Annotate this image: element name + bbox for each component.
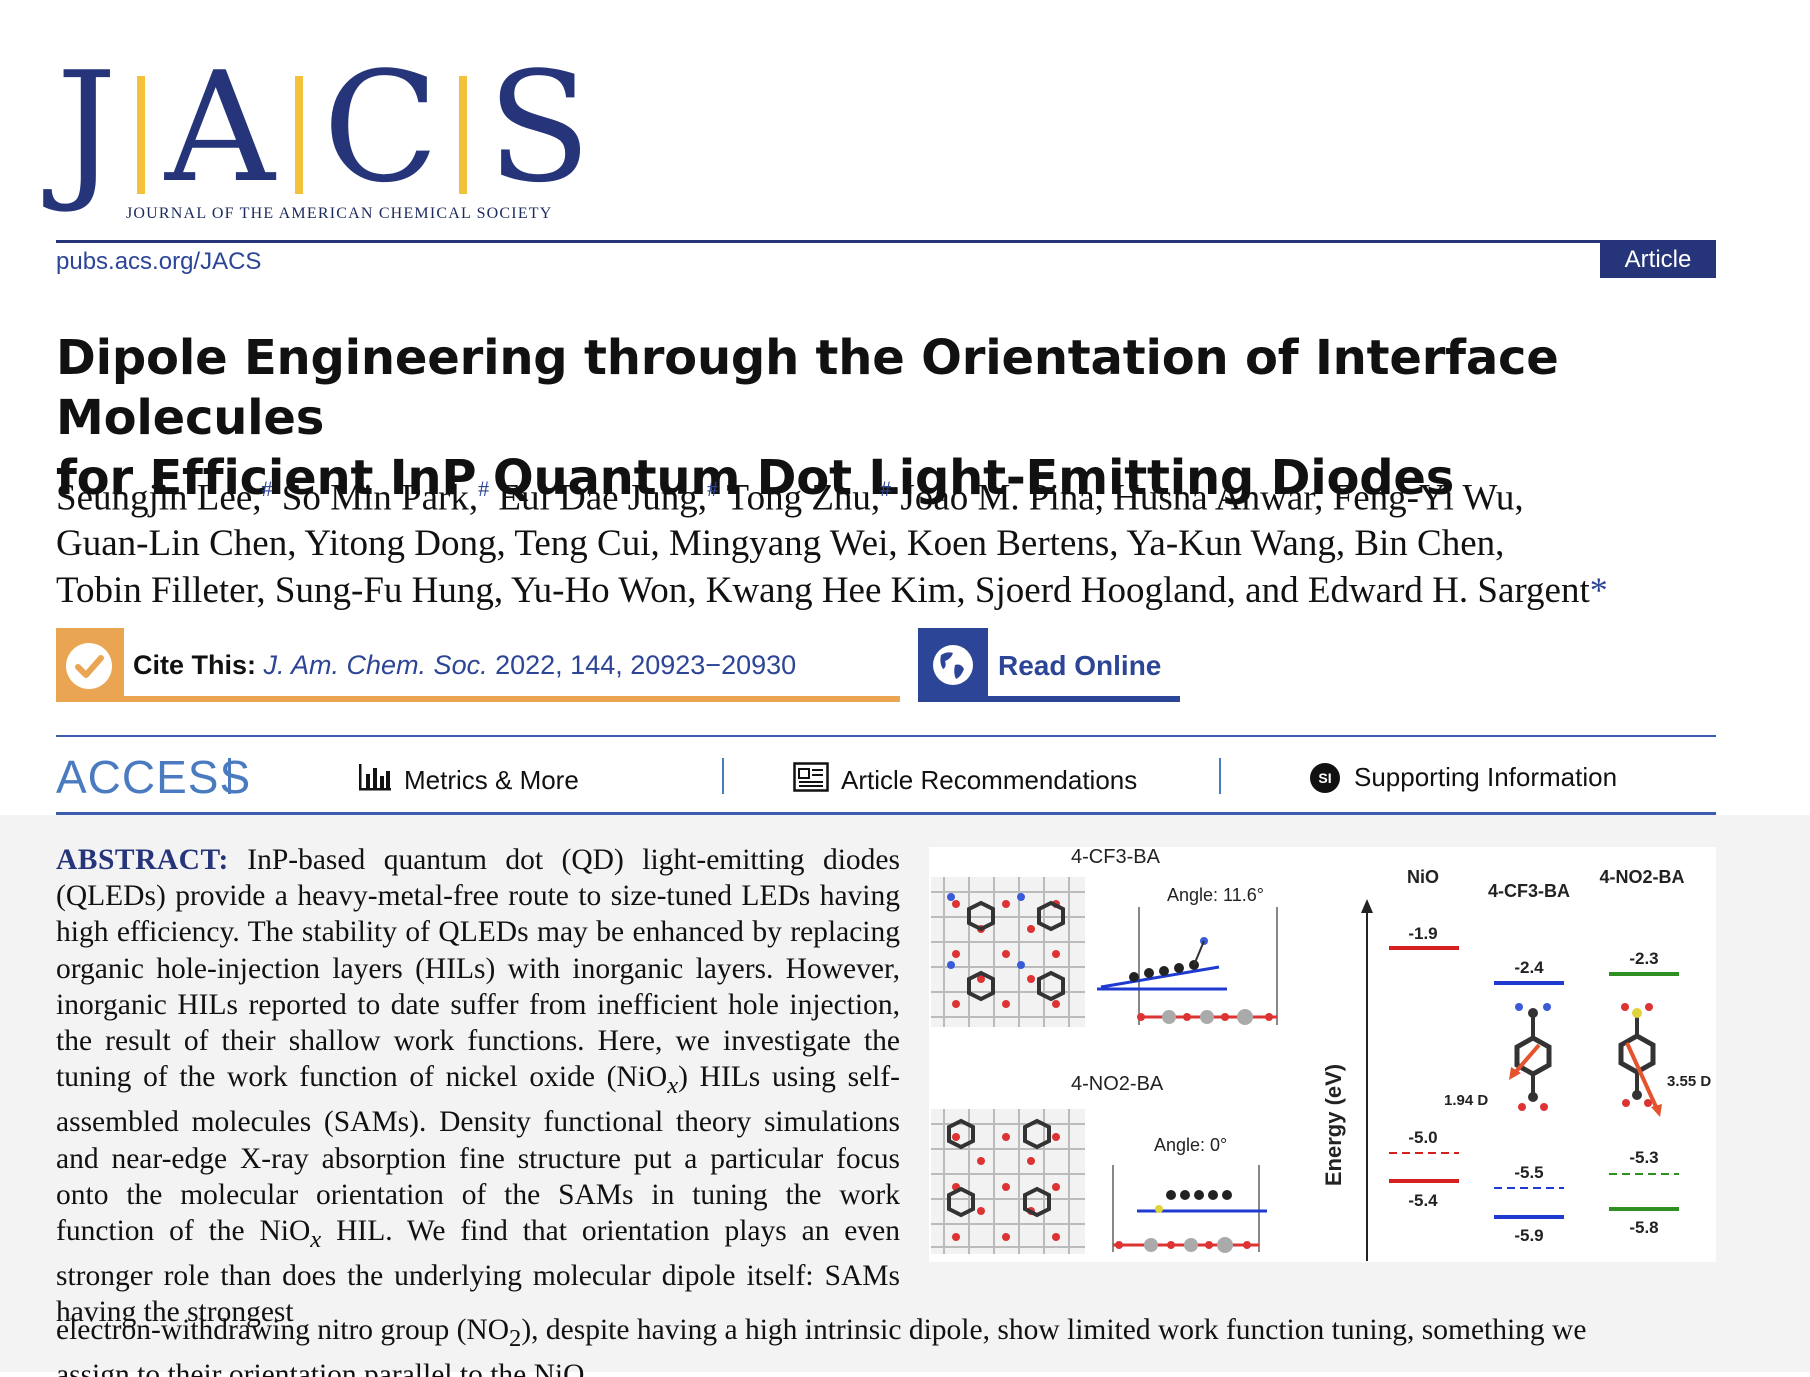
- no2-side-view-structure: [1112, 1165, 1267, 1253]
- subscript-x: x: [667, 1072, 679, 1100]
- access-top-rule: [56, 735, 1716, 737]
- bar-chart-icon: [358, 762, 392, 799]
- equal-contribution-mark: #: [478, 476, 490, 501]
- abstract-wide-text: ), despite having a high intrinsic dipol…: [521, 1314, 1587, 1346]
- level-label: -5.5: [1514, 1163, 1543, 1182]
- abstract-continued: electron-withdrawing nitro group (NO2), …: [56, 1312, 1716, 1377]
- level-label: -5.3: [1629, 1148, 1658, 1167]
- si-icon: SI: [1310, 762, 1340, 793]
- panel-top-label: 4-CF3-BA: [1071, 847, 1161, 868]
- dipole-no2: 3.55 D: [1667, 1073, 1711, 1090]
- author-names: Tobin Filleter, Sung-Fu Hung, Yu-Ho Won,…: [56, 570, 1590, 612]
- read-online-link[interactable]: Read Online: [998, 650, 1162, 681]
- newspaper-icon: [793, 762, 829, 799]
- logo-divider: [459, 76, 468, 194]
- author-line-2: Guan-Lin Chen, Yitong Dong, Teng Cui, Mi…: [56, 523, 1505, 565]
- level-label: -5.8: [1629, 1218, 1658, 1237]
- cf3-side-view-structure: [1097, 907, 1278, 1025]
- column-cf3: 4-CF3-BA: [1488, 881, 1570, 901]
- energy-axis-label: Energy (eV): [1321, 1064, 1346, 1186]
- level-label: -5.9: [1514, 1226, 1543, 1245]
- title-line-2: for Efficient InP Quantum Dot Light-Emit…: [56, 450, 1455, 506]
- access-divider: [228, 758, 231, 794]
- recommendations-label: Article Recommendations: [841, 765, 1138, 795]
- level-label: -2.3: [1629, 949, 1658, 968]
- panel-top-angle: Angle: 11.6°: [1167, 885, 1264, 905]
- subscript-x: x: [310, 1225, 322, 1253]
- logo-divider: [294, 76, 303, 194]
- title-line-1: Dipole Engineering through the Orientati…: [56, 330, 1559, 446]
- article-title: Dipole Engineering through the Orientati…: [56, 328, 1736, 508]
- level-label: -5.0: [1408, 1128, 1437, 1147]
- level-label: -1.9: [1408, 924, 1437, 943]
- level-label: -5.4: [1408, 1191, 1438, 1210]
- logo-letter-a: A: [164, 39, 275, 216]
- journal-url-link[interactable]: pubs.acs.org/JACS: [56, 248, 262, 275]
- author-name[interactable]: Seungjin Lee,: [56, 477, 262, 519]
- journal-logo: J A C S: [56, 52, 591, 204]
- supporting-information-link[interactable]: SI Supporting Information: [1310, 762, 1617, 793]
- panel-bottom-label: 4-NO2-BA: [1071, 1073, 1164, 1095]
- column-nio: NiO: [1407, 867, 1439, 887]
- cite-this[interactable]: Cite This: J. Am. Chem. Soc. 2022, 144, …: [133, 650, 796, 681]
- author-name[interactable]: Eui Dae Jung,: [498, 477, 707, 519]
- metrics-label: Metrics & More: [404, 765, 579, 795]
- abstract-part-2: ) HILs using self-assembled molecules (S…: [56, 1061, 901, 1247]
- column-no2: 4-NO2-BA: [1599, 867, 1684, 887]
- read-online-underline: [988, 696, 1180, 702]
- abstract-part-1: InP-based quantum dot (QD) light-emittin…: [56, 844, 900, 1094]
- corresponding-author-mark[interactable]: *: [1589, 570, 1608, 611]
- no2-molecule: [1618, 1003, 1662, 1117]
- abstract-text: ABSTRACT: InP-based quantum dot (QD) lig…: [56, 842, 900, 1330]
- globe-icon: [931, 643, 975, 687]
- article-recommendations-link[interactable]: Article Recommendations: [793, 762, 1137, 799]
- author-list: Seungjin Lee,# So Min Park,# Eui Dae Jun…: [56, 466, 1746, 614]
- abstract-wide-line-2-clipped: assign to their orientation parallel to …: [56, 1357, 1716, 1377]
- cite-underline: [124, 696, 900, 702]
- nav-divider: [1219, 758, 1221, 794]
- author-name[interactable]: Tong Zhu,: [726, 477, 881, 519]
- abstract-wide-line-1: electron-withdrawing nitro group (NO2), …: [56, 1312, 1716, 1357]
- author-names: Joao M. Pina, Husna Anwar, Feng-Yi Wu,: [900, 477, 1524, 519]
- equal-contribution-mark: #: [880, 476, 892, 501]
- logo-letter-s: S: [487, 39, 592, 216]
- cite-label: Cite This:: [133, 650, 257, 680]
- logo-divider: [136, 76, 145, 194]
- no2-top-view-structure: [931, 1109, 1085, 1254]
- access-label: ACCESS: [56, 751, 252, 803]
- energy-axis-arrow: [1361, 899, 1373, 913]
- panel-bottom-angle: Angle: 0°: [1154, 1135, 1227, 1155]
- header-rule: [56, 240, 1716, 243]
- dipole-cf3: 1.94 D: [1444, 1092, 1488, 1109]
- author-line-3: Tobin Filleter, Sung-Fu Hung, Yu-Ho Won,…: [56, 567, 1746, 614]
- abstract-part-3: HIL. We find that orientation plays an e…: [56, 1214, 900, 1329]
- subscript-2: 2: [509, 1324, 522, 1352]
- author-name[interactable]: So Min Park,: [281, 477, 479, 519]
- logo-letter-j: J: [56, 39, 117, 216]
- logo-letter-c: C: [322, 39, 440, 216]
- toc-figure: 4-CF3-BA Angle: 11.6° 4-NO2-BA: [929, 846, 1716, 1262]
- cf3-top-view-structure: [931, 877, 1085, 1027]
- level-label: -2.4: [1514, 958, 1544, 977]
- supporting-information-label: Supporting Information: [1354, 762, 1618, 792]
- equal-contribution-mark: #: [706, 476, 718, 501]
- equal-contribution-mark: #: [261, 476, 273, 501]
- toc-figure-graphic: 4-CF3-BA Angle: 11.6° 4-NO2-BA: [931, 846, 1711, 1261]
- article-type-badge: Article: [1600, 242, 1716, 278]
- nav-divider: [722, 758, 724, 794]
- journal-subtitle: JOURNAL OF THE AMERICAN CHEMICAL SOCIETY: [126, 205, 553, 222]
- cite-reference[interactable]: 2022, 144, 20923−20930: [495, 650, 797, 680]
- checkmark-icon: [66, 643, 112, 689]
- access-bottom-rule: [56, 812, 1716, 815]
- cite-journal[interactable]: J. Am. Chem. Soc.: [263, 650, 488, 680]
- abstract-wide-text: assign to their orientation parallel to …: [56, 1359, 585, 1377]
- author-line-1: Seungjin Lee,# So Min Park,# Eui Dae Jun…: [56, 466, 1746, 521]
- abstract-wide-text: electron-withdrawing nitro group (NO: [56, 1314, 510, 1346]
- metrics-and-more-link[interactable]: Metrics & More: [358, 762, 579, 799]
- cf3-molecule: [1509, 1003, 1552, 1111]
- abstract-heading: ABSTRACT:: [56, 844, 229, 876]
